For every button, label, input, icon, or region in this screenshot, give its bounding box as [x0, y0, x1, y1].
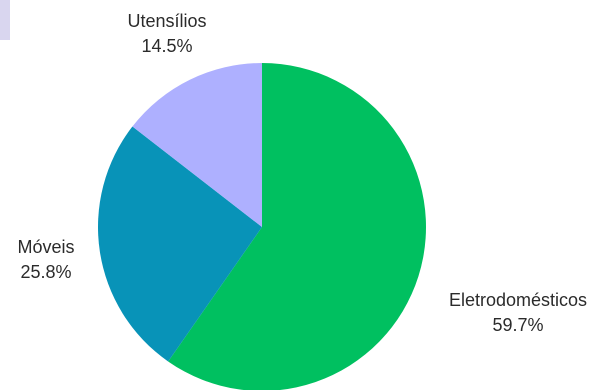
slice-label-moveis: Móveis	[17, 237, 74, 257]
slice-value-moveis: 25.8%	[20, 262, 71, 282]
slice-label-eletrodomesticos: Eletrodomésticos	[449, 290, 587, 310]
pie-slice-moveis	[98, 126, 262, 362]
corner-tab	[0, 0, 10, 40]
pie-slice-utensilios	[132, 62, 262, 227]
slice-value-utensilios: 14.5%	[141, 36, 192, 56]
slice-label-utensilios: Utensílios	[127, 11, 206, 31]
slice-value-eletrodomesticos: 59.7%	[492, 315, 543, 335]
pie-slices	[98, 62, 426, 390]
pie-slice-eletrodomesticos	[168, 63, 426, 390]
